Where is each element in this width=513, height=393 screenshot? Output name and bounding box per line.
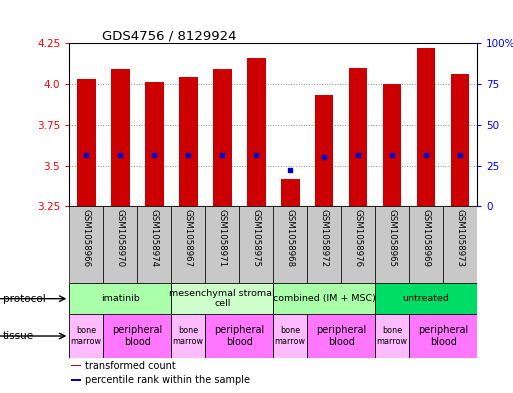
Bar — [103, 314, 171, 358]
Text: transformed count: transformed count — [85, 361, 175, 371]
Text: GSM1058974: GSM1058974 — [150, 209, 159, 267]
Bar — [307, 314, 375, 358]
Bar — [375, 206, 409, 283]
Bar — [375, 283, 477, 314]
Bar — [205, 314, 273, 358]
Text: protocol: protocol — [3, 294, 45, 304]
Bar — [69, 206, 103, 283]
Bar — [77, 79, 95, 206]
Bar — [341, 206, 375, 283]
Text: GSM1058973: GSM1058973 — [456, 209, 465, 267]
Text: bone
marrow: bone marrow — [173, 326, 204, 346]
Text: mesenchymal stromal
cell: mesenchymal stromal cell — [169, 289, 275, 309]
Text: GSM1058971: GSM1058971 — [218, 209, 227, 267]
Bar — [451, 74, 469, 206]
Bar — [315, 95, 333, 206]
Text: GSM1058969: GSM1058969 — [422, 209, 430, 266]
Bar — [281, 178, 300, 206]
Text: peripheral
blood: peripheral blood — [214, 325, 264, 347]
Text: combined (IM + MSC): combined (IM + MSC) — [273, 294, 376, 303]
Bar — [273, 314, 307, 358]
Bar — [273, 206, 307, 283]
Bar — [71, 365, 82, 366]
Bar — [383, 84, 402, 206]
Text: GSM1058972: GSM1058972 — [320, 209, 329, 267]
Text: GSM1058968: GSM1058968 — [286, 209, 294, 267]
Bar — [179, 77, 198, 206]
Text: GSM1058970: GSM1058970 — [116, 209, 125, 267]
Text: untreated: untreated — [403, 294, 449, 303]
Bar — [103, 206, 137, 283]
Bar — [171, 314, 205, 358]
Text: GSM1058965: GSM1058965 — [388, 209, 397, 267]
Bar — [417, 48, 436, 206]
Bar — [409, 206, 443, 283]
Bar — [443, 206, 477, 283]
Bar — [205, 206, 239, 283]
Bar — [375, 314, 409, 358]
Text: GSM1058967: GSM1058967 — [184, 209, 193, 267]
Bar — [69, 283, 171, 314]
Text: bone
marrow: bone marrow — [377, 326, 408, 346]
Bar — [111, 69, 130, 206]
Text: bone
marrow: bone marrow — [71, 326, 102, 346]
Bar — [171, 206, 205, 283]
Bar — [409, 314, 477, 358]
Text: bone
marrow: bone marrow — [274, 326, 306, 346]
Bar — [145, 83, 164, 206]
Text: peripheral
blood: peripheral blood — [316, 325, 366, 347]
Text: peripheral
blood: peripheral blood — [112, 325, 162, 347]
Bar — [349, 68, 367, 206]
Bar — [171, 283, 273, 314]
Text: GSM1058975: GSM1058975 — [252, 209, 261, 267]
Bar — [213, 69, 231, 206]
Text: tissue: tissue — [3, 331, 34, 341]
Bar — [247, 58, 266, 206]
Bar — [273, 283, 375, 314]
Text: imatinib: imatinib — [101, 294, 140, 303]
Bar — [137, 206, 171, 283]
Text: peripheral
blood: peripheral blood — [418, 325, 468, 347]
Bar — [69, 314, 103, 358]
Text: GDS4756 / 8129924: GDS4756 / 8129924 — [102, 29, 236, 42]
Text: GSM1058976: GSM1058976 — [353, 209, 363, 267]
Bar — [307, 206, 341, 283]
Text: percentile rank within the sample: percentile rank within the sample — [85, 375, 250, 385]
Text: GSM1058966: GSM1058966 — [82, 209, 91, 267]
Bar — [239, 206, 273, 283]
Bar — [71, 379, 82, 381]
